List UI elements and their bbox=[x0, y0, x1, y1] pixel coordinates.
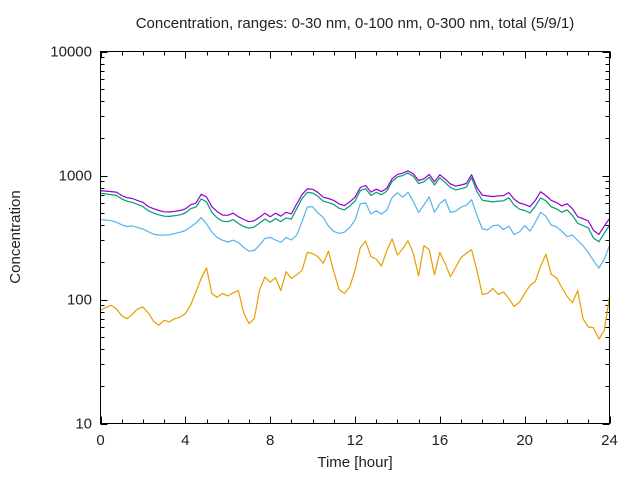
x-tick-label: 20 bbox=[516, 432, 533, 449]
plot-border bbox=[100, 51, 610, 424]
y-axis-label: Concentration bbox=[7, 190, 24, 283]
series-lines bbox=[99, 170, 611, 340]
x-tick-label: 16 bbox=[431, 432, 448, 449]
series-line-total bbox=[99, 170, 611, 235]
series-line-0-300-nm bbox=[99, 172, 611, 243]
y-tick-label: 100 bbox=[67, 292, 92, 309]
x-tick-label: 8 bbox=[266, 432, 274, 449]
series-line-0-30-nm bbox=[99, 238, 611, 340]
axis-ticks bbox=[100, 51, 611, 425]
x-tick-label: 24 bbox=[601, 432, 618, 449]
x-axis-label: Time [hour] bbox=[317, 454, 392, 471]
tick-labels: 0 4 8 12 16 20 24 10 100 1000 10000 bbox=[50, 44, 618, 450]
x-tick-label: 0 bbox=[96, 432, 104, 449]
y-tick-label: 10000 bbox=[50, 44, 92, 61]
x-tick-label: 4 bbox=[181, 432, 189, 449]
chart-title: Concentration, ranges: 0-30 nm, 0-100 nm… bbox=[136, 15, 575, 32]
x-tick-label: 12 bbox=[347, 432, 364, 449]
y-tick-label: 1000 bbox=[59, 168, 92, 185]
y-tick-label: 10 bbox=[75, 416, 92, 433]
series-line-0-100-nm bbox=[99, 191, 611, 269]
